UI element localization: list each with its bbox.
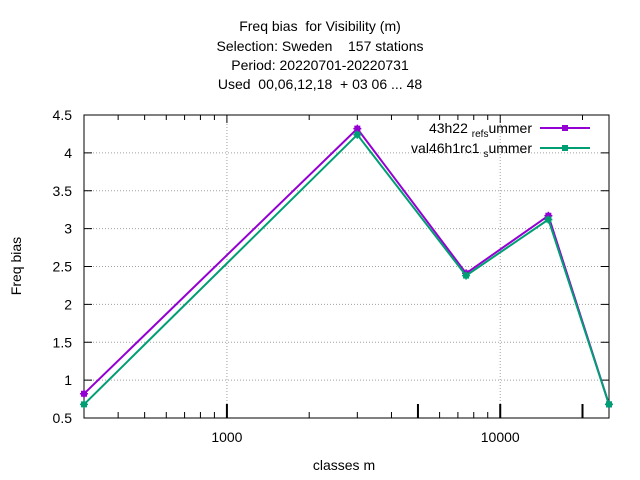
chart-title-line-4: Used 00,06,12,18 + 03 06 ... 48	[217, 76, 423, 92]
y-tick-label: 1	[64, 372, 72, 388]
x-tick-label: 10000	[481, 429, 520, 445]
chart-title-line-2: Selection: Sweden 157 stations	[216, 38, 424, 54]
y-tick-label: 4.5	[53, 107, 73, 123]
y-tick-label: 3	[64, 221, 72, 237]
x-tick-label: 1000	[211, 429, 242, 445]
series-line-1	[83, 133, 610, 406]
legend-label-0: 43h22 refsummer	[429, 120, 532, 140]
y-tick-label: 2	[64, 296, 72, 312]
x-axis-label: classes m	[312, 457, 376, 473]
chart-title-line-3: Period: 20220701-20220731	[231, 57, 409, 73]
legend-sample-marker-0	[562, 125, 568, 131]
chart-title-line-1: Freq bias for Visibility (m)	[239, 18, 401, 34]
y-tick-label: 1.5	[53, 334, 73, 350]
y-tick-label: 0.5	[53, 410, 73, 426]
y-tick-label: 2.5	[53, 259, 73, 275]
legend-sample-marker-1	[562, 145, 568, 151]
y-tick-label: 4	[64, 145, 72, 161]
plot-border	[83, 114, 610, 419]
legend-label-1: val46h1rc1 summer	[411, 140, 532, 160]
y-tick-label: 3.5	[53, 183, 73, 199]
y-axis-label: Freq bias	[8, 236, 24, 296]
